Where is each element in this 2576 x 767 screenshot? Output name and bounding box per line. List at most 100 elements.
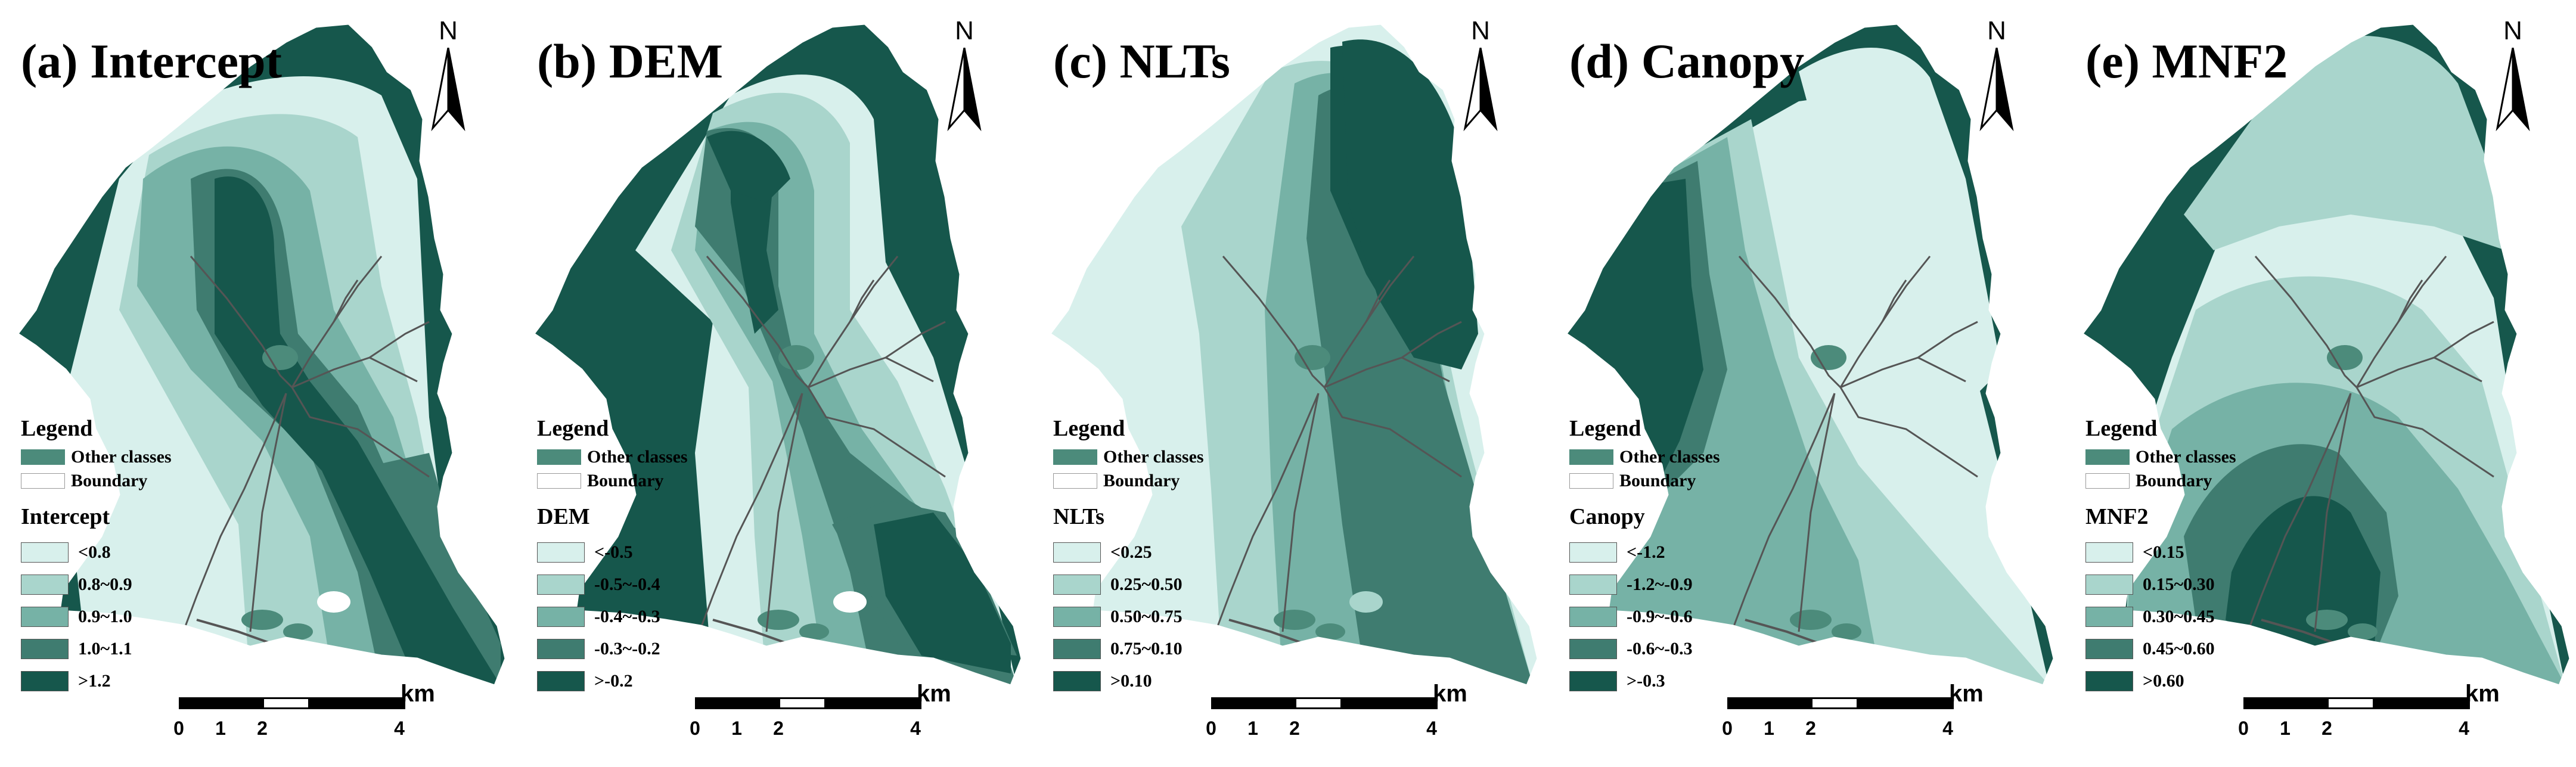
legend-other-classes: Other classes <box>2085 446 2300 470</box>
boundary-swatch <box>21 473 65 489</box>
scale-tick: 0 <box>173 718 184 739</box>
legend-class-2: -1.2~-0.9 <box>1569 570 1784 602</box>
other-classes-swatch <box>1569 449 1613 465</box>
other-classes-label: Other classes <box>587 447 688 467</box>
stream-line <box>369 356 418 383</box>
scale-unit: km <box>917 681 951 707</box>
legend-boundary: Boundary <box>537 470 752 493</box>
north-label: N <box>439 16 458 45</box>
legend-class-5: >-0.2 <box>537 666 752 698</box>
scale-tick: 1 <box>2280 718 2291 739</box>
legend-heading: Legend <box>1053 416 1125 441</box>
class-swatch <box>1569 607 1617 627</box>
legend-class-5: >1.2 <box>21 666 235 698</box>
stream-line <box>2254 256 2358 389</box>
legend-heading: Legend <box>2085 416 2158 441</box>
scale-bar: 0 1 2 4 km <box>1206 681 1545 763</box>
legend-class-1: <0.8 <box>21 538 235 570</box>
boundary-label: Boundary <box>71 471 148 490</box>
legend-class-3: 0.9~1.0 <box>21 602 235 634</box>
scale-segment <box>826 697 921 709</box>
road-line <box>1745 619 1829 648</box>
legend-boundary: Boundary <box>21 470 235 493</box>
scale-tick: 4 <box>1942 718 1953 739</box>
road-line <box>1228 619 1313 648</box>
class-label: -0.9~-0.6 <box>1627 607 1693 626</box>
stream-line <box>1365 280 1391 322</box>
boundary-swatch <box>537 473 581 489</box>
class-swatch <box>21 542 69 563</box>
class-swatch <box>1569 542 1617 563</box>
scale-segment <box>1295 697 1342 709</box>
legend-class-4: -0.6~-0.3 <box>1569 634 1784 666</box>
class-swatch <box>537 575 585 595</box>
stream-line <box>2397 280 2423 322</box>
stream-line <box>2314 393 2352 632</box>
stream-line <box>849 280 875 322</box>
other-classes-patch <box>758 610 799 630</box>
other-classes-patch <box>262 345 298 370</box>
legend-class-5: >-0.3 <box>1569 666 1784 698</box>
class-label: -1.2~-0.9 <box>1627 575 1693 594</box>
scale-tick: 2 <box>773 718 784 739</box>
class-label: <0.8 <box>78 542 111 562</box>
legend-variable: Intercept <box>21 504 110 529</box>
legend-class-1: <0.25 <box>1053 538 1268 570</box>
scale-bar: 0 1 2 4 km <box>173 681 513 763</box>
legend-class-1: <-1.2 <box>1569 538 1784 570</box>
class-swatch <box>1053 575 1101 595</box>
boundary-swatch <box>1053 473 1097 489</box>
scale-tick: 1 <box>1247 718 1258 739</box>
legend-other-classes: Other classes <box>537 446 752 470</box>
class-label: 0.8~0.9 <box>78 575 132 594</box>
north-arrow: N <box>2494 18 2553 137</box>
panel-title: (d) Canopy <box>1569 34 1805 88</box>
class-label: <0.15 <box>2143 542 2184 562</box>
stream-line <box>807 387 946 478</box>
stream-line <box>1323 387 1462 478</box>
scale-unit: km <box>2465 681 2500 707</box>
other-classes-patch <box>1832 623 1861 640</box>
class-swatch <box>537 542 585 563</box>
stream-line <box>1222 256 1326 389</box>
north-arrow-icon <box>1463 48 1498 131</box>
scale-tick: 2 <box>257 718 268 739</box>
other-classes-label: Other classes <box>1619 447 1720 467</box>
scale-segment <box>2375 697 2470 709</box>
legend-heading: Legend <box>21 416 93 441</box>
class-swatch <box>2085 639 2133 659</box>
class-label: 0.45~0.60 <box>2143 639 2215 659</box>
scale-segment <box>1253 697 1295 709</box>
watershed-map <box>532 23 1023 687</box>
legend-class-2: 0.25~0.50 <box>1053 570 1268 602</box>
scale-segment <box>262 697 310 709</box>
class-label: <0.25 <box>1110 542 1152 562</box>
map-panel-dem: (b) DEM N Legend Other classes Boundary DEM <-… <box>516 0 1029 767</box>
stream-line <box>291 387 430 478</box>
legend-class-3: 0.50~0.75 <box>1053 602 1268 634</box>
scale-segment <box>1769 697 1811 709</box>
class-swatch <box>1053 542 1101 563</box>
watershed-boundary <box>1048 23 1539 687</box>
scale-tick: 2 <box>1289 718 1300 739</box>
class-label: 0.9~1.0 <box>78 607 132 626</box>
map-panel-canopy: (d) Canopy N Legend Other classes Boundary Ca… <box>1548 0 2061 767</box>
stream-line <box>1401 356 1450 383</box>
class-swatch <box>21 607 69 627</box>
class-swatch <box>1053 639 1101 659</box>
stream-line <box>1798 393 1836 632</box>
watershed-boundary <box>1565 23 2055 687</box>
scale-unit: km <box>1433 681 1467 707</box>
legend: Legend Other classes Boundary Intercept <0.8… <box>21 417 235 698</box>
legend-class-4: 1.0~1.1 <box>21 634 235 666</box>
stream-line <box>2355 387 2494 478</box>
other-classes-patch <box>778 345 814 370</box>
class-label: >0.60 <box>2143 671 2184 691</box>
panel-title: (a) Intercept <box>21 34 282 88</box>
other-classes-swatch <box>2085 449 2130 465</box>
stream-line <box>1881 280 1907 322</box>
class-label: >-0.2 <box>594 671 633 691</box>
zone-class-5 <box>1342 39 1478 369</box>
north-label: N <box>2503 16 2522 45</box>
legend-other-classes: Other classes <box>1053 446 1268 470</box>
